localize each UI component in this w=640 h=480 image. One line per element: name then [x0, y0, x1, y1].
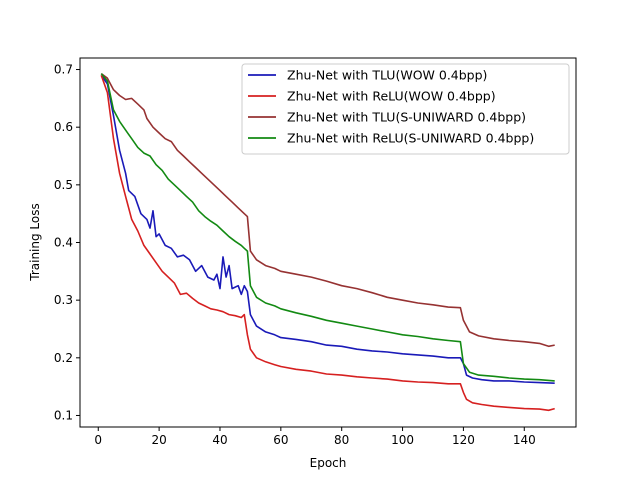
series-line-1 — [100, 74, 555, 384]
x-tick-label: 100 — [391, 433, 414, 447]
legend-label: Zhu-Net with ReLU(WOW 0.4bpp) — [287, 89, 496, 104]
y-tick-label: 0.7 — [54, 63, 73, 77]
legend-label: Zhu-Net with TLU(WOW 0.4bpp) — [287, 68, 487, 83]
legend-items: Zhu-Net with TLU(WOW 0.4bpp) Zhu-Net with… — [248, 68, 534, 146]
y-axis-ticks: 0.1 0.2 0.3 0.4 0.5 0.6 0.7 — [54, 63, 80, 422]
series-line-4 — [100, 73, 555, 382]
series-line-2 — [100, 75, 555, 412]
legend-label: Zhu-Net with ReLU(S-UNIWARD 0.4bpp) — [287, 131, 534, 146]
legend-label: Zhu-Net with TLU(S-UNIWARD 0.4bpp) — [287, 110, 526, 125]
x-tick-label: 60 — [273, 433, 288, 447]
y-tick-label: 0.5 — [54, 178, 73, 192]
plot-lines — [100, 72, 555, 412]
legend-box — [241, 63, 570, 155]
x-tick-label: 20 — [151, 433, 166, 447]
series-line-3 — [100, 72, 555, 348]
x-tick-label: 120 — [452, 433, 475, 447]
legend: Zhu-Net with TLU(WOW 0.4bpp) Zhu-Net with… — [241, 63, 570, 155]
y-tick-label: 0.3 — [54, 293, 73, 307]
x-axis-label: Epoch — [310, 456, 347, 470]
y-tick-label: 0.4 — [54, 236, 73, 250]
x-tick-label: 140 — [513, 433, 536, 447]
x-tick-label: 0 — [94, 433, 102, 447]
x-tick-label: 40 — [212, 433, 227, 447]
y-tick-label: 0.1 — [54, 408, 73, 422]
y-tick-label: 0.6 — [54, 120, 73, 134]
y-tick-label: 0.2 — [54, 351, 73, 365]
x-axis-ticks: 0 20 40 60 80 100 120 140 — [94, 427, 536, 447]
y-axis-label: Training Loss — [28, 203, 42, 281]
x-tick-label: 80 — [334, 433, 349, 447]
